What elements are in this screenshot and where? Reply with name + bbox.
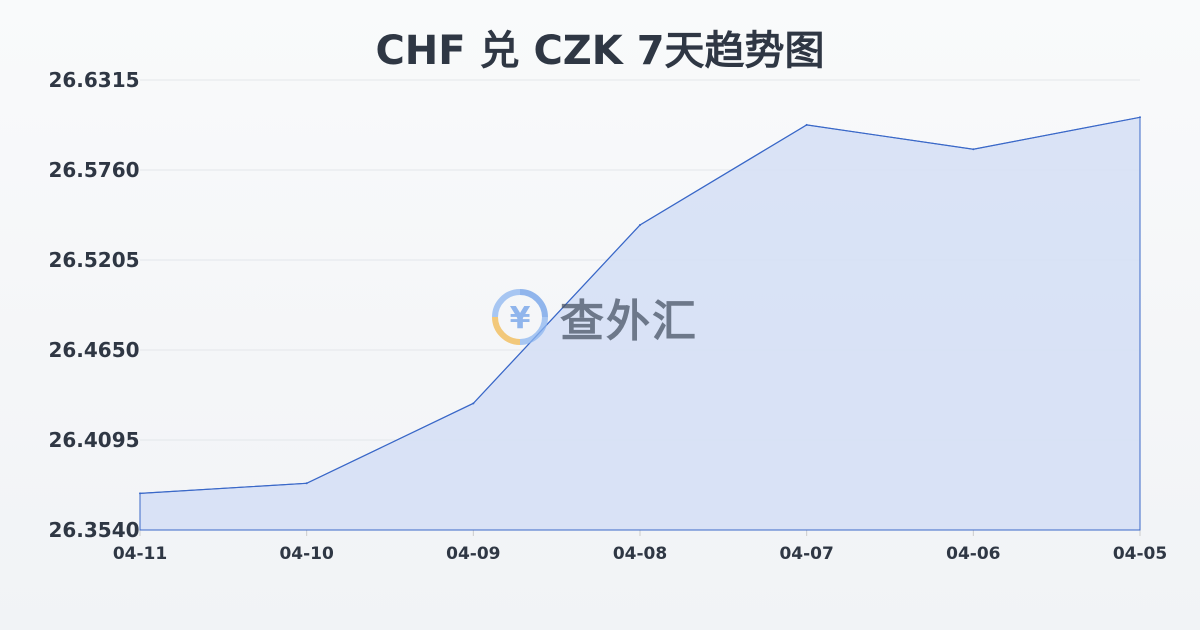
x-tick-label: 04-07 — [779, 544, 833, 564]
x-tick-label: 04-05 — [1113, 544, 1167, 564]
data-point — [305, 482, 308, 485]
watermark-text: 查外汇 — [560, 296, 698, 347]
chart-title: CHF 兑 CZK 7天趋势图 — [375, 28, 825, 74]
data-point — [1139, 116, 1141, 119]
x-tick-label: 04-10 — [279, 544, 334, 564]
x-tick-label: 04-08 — [613, 544, 667, 564]
svg-text:¥: ¥ — [510, 301, 531, 336]
y-tick-label: 26.5205 — [48, 248, 139, 272]
y-tick-label: 26.4095 — [48, 428, 139, 452]
y-tick-label: 26.3540 — [48, 518, 139, 542]
x-tick-label: 04-09 — [446, 544, 500, 564]
x-tick-label: 04-11 — [113, 544, 167, 564]
y-tick-label: 26.4650 — [48, 338, 139, 362]
data-point — [972, 148, 975, 151]
watermark: ¥ 查外汇 — [490, 285, 698, 349]
y-tick-label: 26.5760 — [48, 158, 139, 182]
data-point — [472, 402, 475, 405]
yen-exchange-icon: ¥ — [492, 289, 548, 345]
x-tick-label: 04-06 — [946, 544, 1000, 564]
data-point — [805, 123, 808, 126]
y-tick-label: 26.6315 — [48, 68, 139, 92]
data-point — [139, 492, 141, 495]
data-point — [639, 223, 641, 226]
